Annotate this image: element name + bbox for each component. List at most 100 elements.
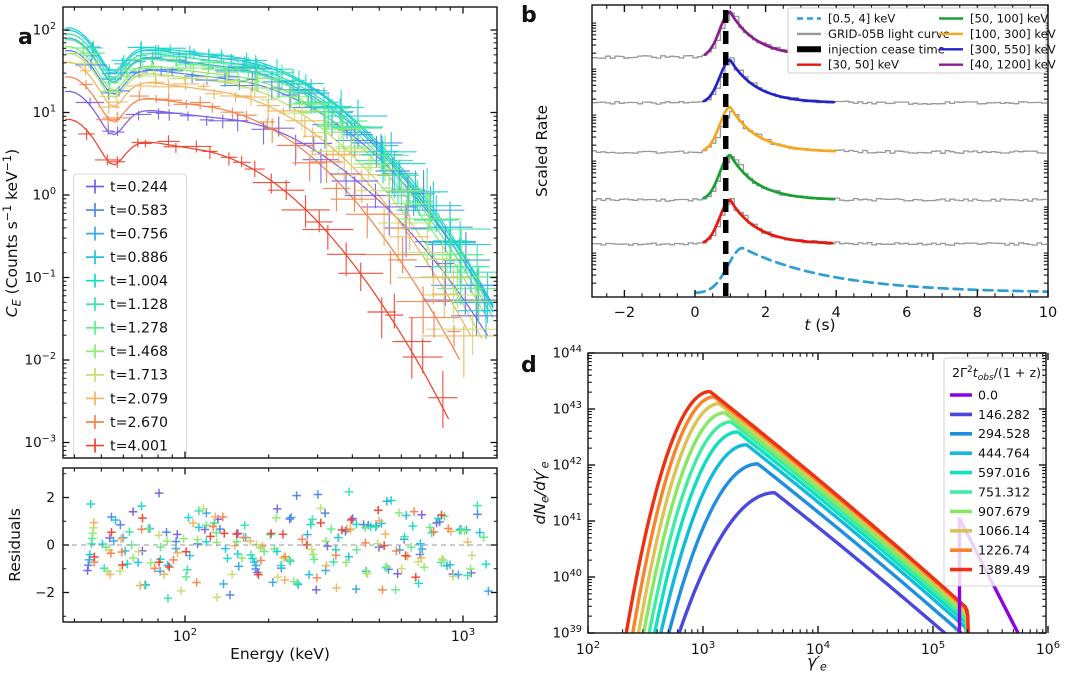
panel-d-legend: 2Γ2tobs/(1 + z) 0.0 146.282 294.528 444.764 5… [943,357,1044,587]
svg-text:GRID-05B light curve: GRID-05B light curve [828,27,950,41]
legend-item-444.764: 444.764 [950,446,1030,461]
legend-item: [30, 50] keV [797,58,899,72]
svg-text:t=2.079: t=2.079 [110,391,168,407]
svg-text:t=0.244: t=0.244 [110,179,168,195]
svg-text:t=1.278: t=1.278 [110,321,168,337]
svg-text:4: 4 [832,305,841,321]
legend-item-t=0.583: t=0.583 [86,203,168,219]
gray-lightcurve-[50, 100] keV [592,155,1047,202]
spectrum-curve-t=1.713 [64,52,483,340]
svg-text:dNe/dγ′e: dNe/dγ′e [531,461,551,524]
svg-text:444.764: 444.764 [978,446,1030,461]
legend-item-294.528: 294.528 [950,426,1030,441]
panel-a-data-points [69,40,497,428]
legend-item-1226.74: 1226.74 [950,543,1030,558]
svg-text:t=0.583: t=0.583 [110,203,168,219]
svg-text:[40, 1200] keV: [40, 1200] keV [970,58,1056,72]
electron-spectra-curves [624,390,1020,633]
svg-text:751.312: 751.312 [978,484,1030,499]
svg-text:10−3: 10−3 [24,433,56,451]
panel-a-labels: a CE (Counts s−1 keV−1) Residuals Energy (k… [1,25,330,663]
panel-d-axes: 102 103 104 105 106 1039 1040 1041 1042 1043 1044 [552,344,1060,658]
svg-text:Residuals: Residuals [6,508,24,582]
panel-b-axes: −2 0 2 4 6 8 10 [591,4,1057,321]
electron-spectrum-444.764 [659,443,969,633]
svg-text:6: 6 [902,305,911,321]
legend-item-597.016: 597.016 [950,465,1030,480]
legend-item-t=1.468: t=1.468 [86,344,168,360]
svg-text:γ′e: γ′e [807,653,827,673]
svg-text:102: 102 [576,640,600,658]
legend-item-t=2.079: t=2.079 [86,391,168,407]
legend-item-907.679: 907.679 [950,504,1030,519]
svg-text:907.679: 907.679 [978,504,1030,519]
gray-lightcurve-[30, 50] keV [592,198,1047,246]
svg-text:Scaled Rate: Scaled Rate [533,105,551,197]
legend-item-751.312: 751.312 [950,484,1030,499]
svg-text:100: 100 [33,186,56,204]
svg-text:103: 103 [451,627,475,645]
legend-item-t=0.244: t=0.244 [86,179,168,195]
spectrum-curve-t=0.886 [64,29,494,307]
svg-text:−2: −2 [35,585,55,601]
legend-item: [40, 1200] keV [939,58,1056,72]
legend-item: GRID-05B light curve [797,27,950,41]
spectrum-curve-t=2.670 [65,76,461,361]
legend-item-0.0: 0.0 [950,387,998,402]
panel-d-electron-spectra: 2Γ2tobs/(1 + z) 0.0 146.282 294.528 444.764 5… [521,344,1060,674]
svg-text:t=1.713: t=1.713 [110,368,168,384]
legend-item-t=1.004: t=1.004 [86,274,168,290]
electron-spectrum-751.312 [647,420,970,633]
svg-text:2Γ2tobs/(1 + z): 2Γ2tobs/(1 + z) [952,365,1041,383]
svg-text:103: 103 [691,640,715,658]
svg-text:1044: 1044 [552,344,582,362]
svg-text:injection cease time: injection cease time [828,42,945,56]
svg-text:[100, 300] keV: [100, 300] keV [970,27,1056,41]
svg-text:[0.5, 4] keV: [0.5, 4] keV [828,12,895,26]
svg-text:1042: 1042 [552,456,582,474]
legend-item-t=1.278: t=1.278 [86,321,168,337]
electron-spectrum-294.528 [667,462,964,633]
legend-item-t=1.128: t=1.128 [86,297,168,313]
svg-text:t=1.004: t=1.004 [110,274,168,290]
pulse-curve-[0.5, 4] keV [694,246,1048,295]
panel-a-spectra: t=0.244 t=0.583 t=0.756 t=0.886 t=1.004 t=1.1… [1,6,498,663]
electron-spectrum-1066.14 [636,401,970,633]
panel-d-labels: d dNe/dγ′e γ′e [521,353,827,673]
svg-text:10−1: 10−1 [24,268,56,286]
legend-item-t=0.756: t=0.756 [86,226,168,242]
svg-text:0: 0 [46,538,55,554]
svg-text:104: 104 [806,640,830,658]
electron-spectrum-597.016 [652,430,969,633]
svg-text:CE (Counts s−1 keV−1): CE (Counts s−1 keV−1) [1,149,23,317]
svg-text:1040: 1040 [552,568,582,586]
legend-item: [50, 100] keV [939,12,1048,26]
legend-item-t=4.001: t=4.001 [86,438,168,454]
svg-text:−2: −2 [614,305,635,321]
svg-text:t=1.128: t=1.128 [110,297,168,313]
svg-text:1389.49: 1389.49 [978,562,1030,577]
svg-text:8: 8 [973,305,982,321]
electron-spectrum-907.679 [641,411,970,633]
svg-text:t=4.001: t=4.001 [110,438,168,454]
svg-text:1039: 1039 [552,624,582,642]
legend-item: [100, 300] keV [939,27,1056,41]
svg-text:1226.74: 1226.74 [978,543,1030,558]
svg-text:0.0: 0.0 [978,387,998,402]
svg-text:t=2.670: t=2.670 [110,415,168,431]
legend-item: injection cease time [797,42,945,56]
panel-b-labels: b Scaled Rate t (s) [521,3,836,334]
panel-b-letter: b [521,3,537,28]
svg-text:10: 10 [1039,305,1057,321]
svg-text:106: 106 [1036,640,1060,658]
electron-spectrum-1389.49 [624,390,970,633]
svg-text:t=0.886: t=0.886 [110,250,168,266]
legend-item-t=0.886: t=0.886 [86,250,168,266]
pulse-curve-[40, 1200] keV [703,10,789,56]
legend-item: [300, 550] keV [939,42,1056,56]
pulse-curve-[100, 300] keV [702,105,837,153]
svg-text:146.282: 146.282 [978,407,1030,422]
